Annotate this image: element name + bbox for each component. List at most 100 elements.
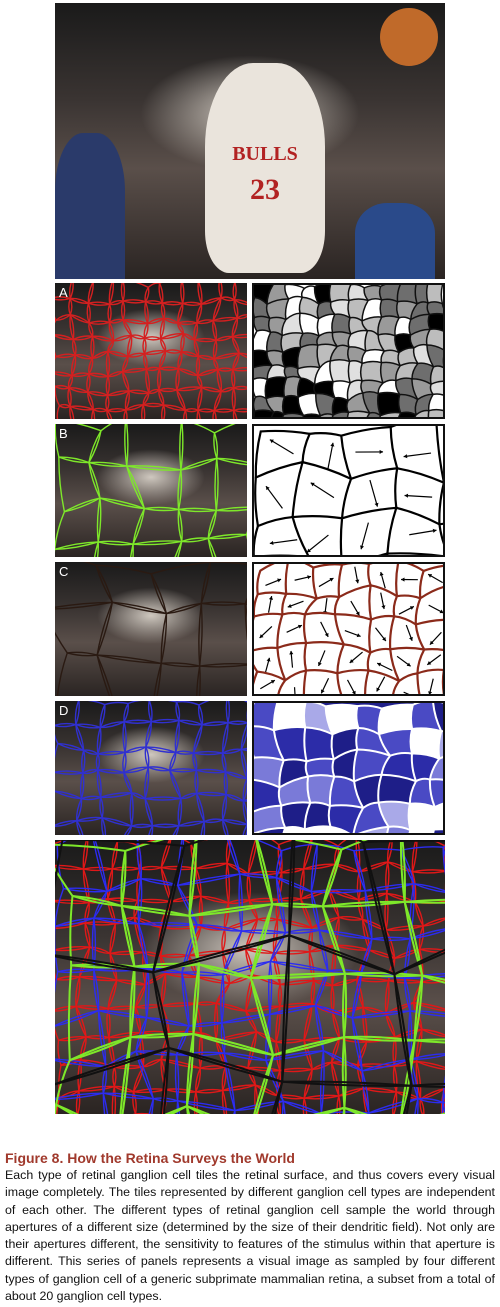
tile-outline — [90, 407, 113, 419]
arrow-head — [432, 528, 437, 533]
gray-tile — [281, 412, 306, 417]
tile-outline — [88, 424, 129, 467]
blue-tile — [357, 825, 390, 833]
arrow-tile — [291, 514, 345, 555]
tile-outline — [194, 768, 228, 797]
arrow-head — [356, 633, 361, 638]
tile-outline — [176, 1100, 236, 1114]
arrow-head — [409, 606, 414, 610]
tile-outline — [413, 974, 445, 1044]
arrow-head — [329, 578, 334, 582]
panel-c-arrow-tiles — [254, 564, 443, 694]
tile-outline — [55, 541, 99, 557]
arrow-head — [268, 596, 274, 600]
direction-arrow — [306, 534, 329, 553]
tile-outline — [231, 385, 247, 413]
arrow-head — [404, 493, 409, 498]
opponent-left — [55, 133, 125, 279]
tile-outline — [221, 748, 247, 780]
blue-tile — [408, 827, 436, 833]
tile-outline — [200, 562, 247, 606]
arrow-head — [409, 636, 413, 641]
tile-outline — [160, 404, 188, 419]
tile-outline — [254, 1084, 281, 1114]
tile-outline — [242, 777, 247, 802]
tile-outline — [233, 1100, 286, 1114]
tile-outline — [75, 816, 107, 835]
tile-outline — [214, 457, 247, 512]
arrow-tile — [336, 668, 370, 694]
tile-outline — [123, 823, 154, 835]
tile-outline — [412, 979, 445, 1012]
tile-outline — [129, 540, 183, 557]
panel-a-outline-grid — [55, 283, 247, 419]
panel-a-mosaic — [252, 283, 445, 419]
tile-outline — [393, 948, 445, 1088]
arrow-head — [289, 650, 294, 655]
tile-outline — [106, 407, 128, 419]
tile-outline — [55, 1046, 170, 1114]
arrow-head — [355, 579, 360, 584]
tile-outline — [132, 1088, 167, 1114]
arrow-tile — [416, 668, 443, 694]
gray-tile — [427, 393, 443, 414]
tile-outline — [124, 424, 184, 471]
tile-outline — [123, 404, 146, 419]
gray-tile — [302, 413, 322, 417]
combined-panel — [55, 840, 445, 1114]
arrow-tile — [389, 426, 443, 484]
gray-tile — [444, 363, 445, 383]
arrow-tile — [302, 669, 345, 694]
panel-d-outline-grid — [55, 701, 247, 835]
tile-outline — [400, 1038, 445, 1114]
arrow-head — [259, 634, 264, 638]
arrow-tile — [441, 668, 443, 694]
blue-tile — [303, 825, 332, 833]
arrow-head — [269, 439, 274, 444]
panel-c-outline-grid — [55, 562, 247, 696]
panel-a-label: A — [59, 285, 68, 300]
arrow-tile — [414, 618, 443, 654]
tile-outline — [240, 723, 247, 752]
blue-tile — [431, 802, 443, 833]
figure-caption-body: Each type of retinal ganglion cell tiles… — [5, 1168, 495, 1304]
tile-outline — [411, 869, 445, 904]
tile-outline — [407, 1010, 445, 1061]
blue-tile — [407, 802, 437, 833]
gray-tile — [346, 410, 371, 417]
arrow-head — [379, 571, 384, 576]
panel-b-label: B — [59, 426, 68, 441]
tile-outline — [276, 1094, 308, 1114]
tile-outline — [69, 405, 96, 419]
tile-outline — [213, 424, 247, 466]
direction-arrow — [369, 479, 379, 507]
tile-outline — [404, 973, 445, 1017]
tile-outline — [75, 1085, 117, 1114]
panel-b-outline-grid — [55, 424, 247, 557]
arrow-head — [377, 662, 382, 667]
tile-outline — [212, 408, 238, 419]
opponent-right — [355, 203, 435, 279]
tile-outline — [392, 1091, 425, 1114]
tile-outline — [55, 954, 170, 1086]
arrow-head — [351, 690, 356, 694]
gray-tile — [319, 413, 335, 417]
blue-tile — [428, 778, 443, 809]
tile-outline — [153, 662, 201, 696]
tile-outline — [102, 1092, 155, 1114]
blue-tile — [428, 756, 443, 784]
tile-outline — [231, 314, 247, 339]
tile-outline — [55, 770, 85, 800]
arrow-head — [401, 577, 405, 582]
arrow-tile — [386, 552, 443, 555]
direction-arrow — [327, 442, 334, 471]
jersey-text: BULLS — [232, 143, 298, 165]
tile-outline — [207, 533, 247, 557]
tile-outline — [96, 601, 168, 665]
tile-outline — [148, 1097, 181, 1114]
tile-outline — [55, 820, 84, 835]
direction-arrow — [404, 494, 433, 498]
gray-tile — [366, 411, 382, 417]
arrow-head — [306, 548, 311, 553]
panel-d-photo: D — [55, 701, 247, 835]
